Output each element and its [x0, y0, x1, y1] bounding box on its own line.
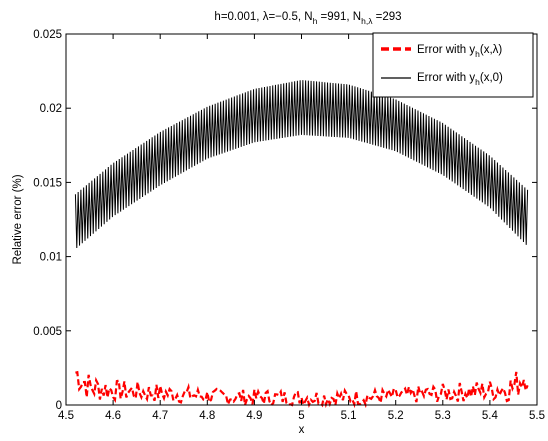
series-line-1 — [75, 370, 529, 409]
y-tick-label-2: 0.01 — [40, 252, 62, 264]
x-tick-label-1: 4.6 — [105, 410, 121, 422]
legend-box — [372, 32, 534, 98]
y-axis-label: Relative error (%) — [12, 174, 24, 264]
chart-title: h=0.001, λ=−0.5, Nh =991, Nh,λ =293 — [214, 11, 401, 26]
y-tick-label-5: 0.025 — [33, 29, 62, 41]
x-axis-label: x — [299, 424, 305, 436]
series-line-2 — [74, 80, 529, 249]
y-tick-label-3: 0.015 — [33, 177, 62, 189]
legend-label-series-2: Error with yh(x,0) — [417, 72, 503, 87]
x-axis-ticks: 4.5 4.6 4.7 4.8 4.9 5 5.1 5.2 5.3 5.4 5.5 — [58, 34, 545, 422]
series-layer — [74, 80, 529, 409]
x-tick-label-5: 5 — [298, 410, 304, 422]
y-axis-ticks: 0 0.005 0.01 0.015 0.02 0.025 — [33, 29, 537, 412]
x-tick-label-10: 5.5 — [529, 410, 545, 422]
x-tick-label-9: 5.4 — [482, 410, 499, 422]
x-tick-label-3: 4.8 — [199, 410, 215, 422]
plot-area: 4.5 4.6 4.7 4.8 4.9 5 5.1 5.2 5.3 5.4 5.5 0 0.005 0.… — [33, 29, 545, 422]
legend: Error with yh(x,λ) Error with yh(x,0) — [372, 32, 534, 98]
x-tick-label-6: 5.1 — [341, 410, 357, 422]
y-tick-label-0: 0 — [56, 400, 62, 412]
x-tick-label-4: 4.9 — [246, 410, 262, 422]
legend-label-series-1: Error with yh(x,λ) — [417, 44, 502, 59]
x-tick-label-0: 4.5 — [58, 410, 74, 422]
x-tick-label-8: 5.3 — [435, 410, 451, 422]
y-tick-label-1: 0.005 — [33, 326, 62, 338]
y-tick-label-4: 0.02 — [40, 103, 62, 115]
x-tick-label-7: 5.2 — [388, 410, 404, 422]
x-tick-label-2: 4.7 — [152, 410, 168, 422]
